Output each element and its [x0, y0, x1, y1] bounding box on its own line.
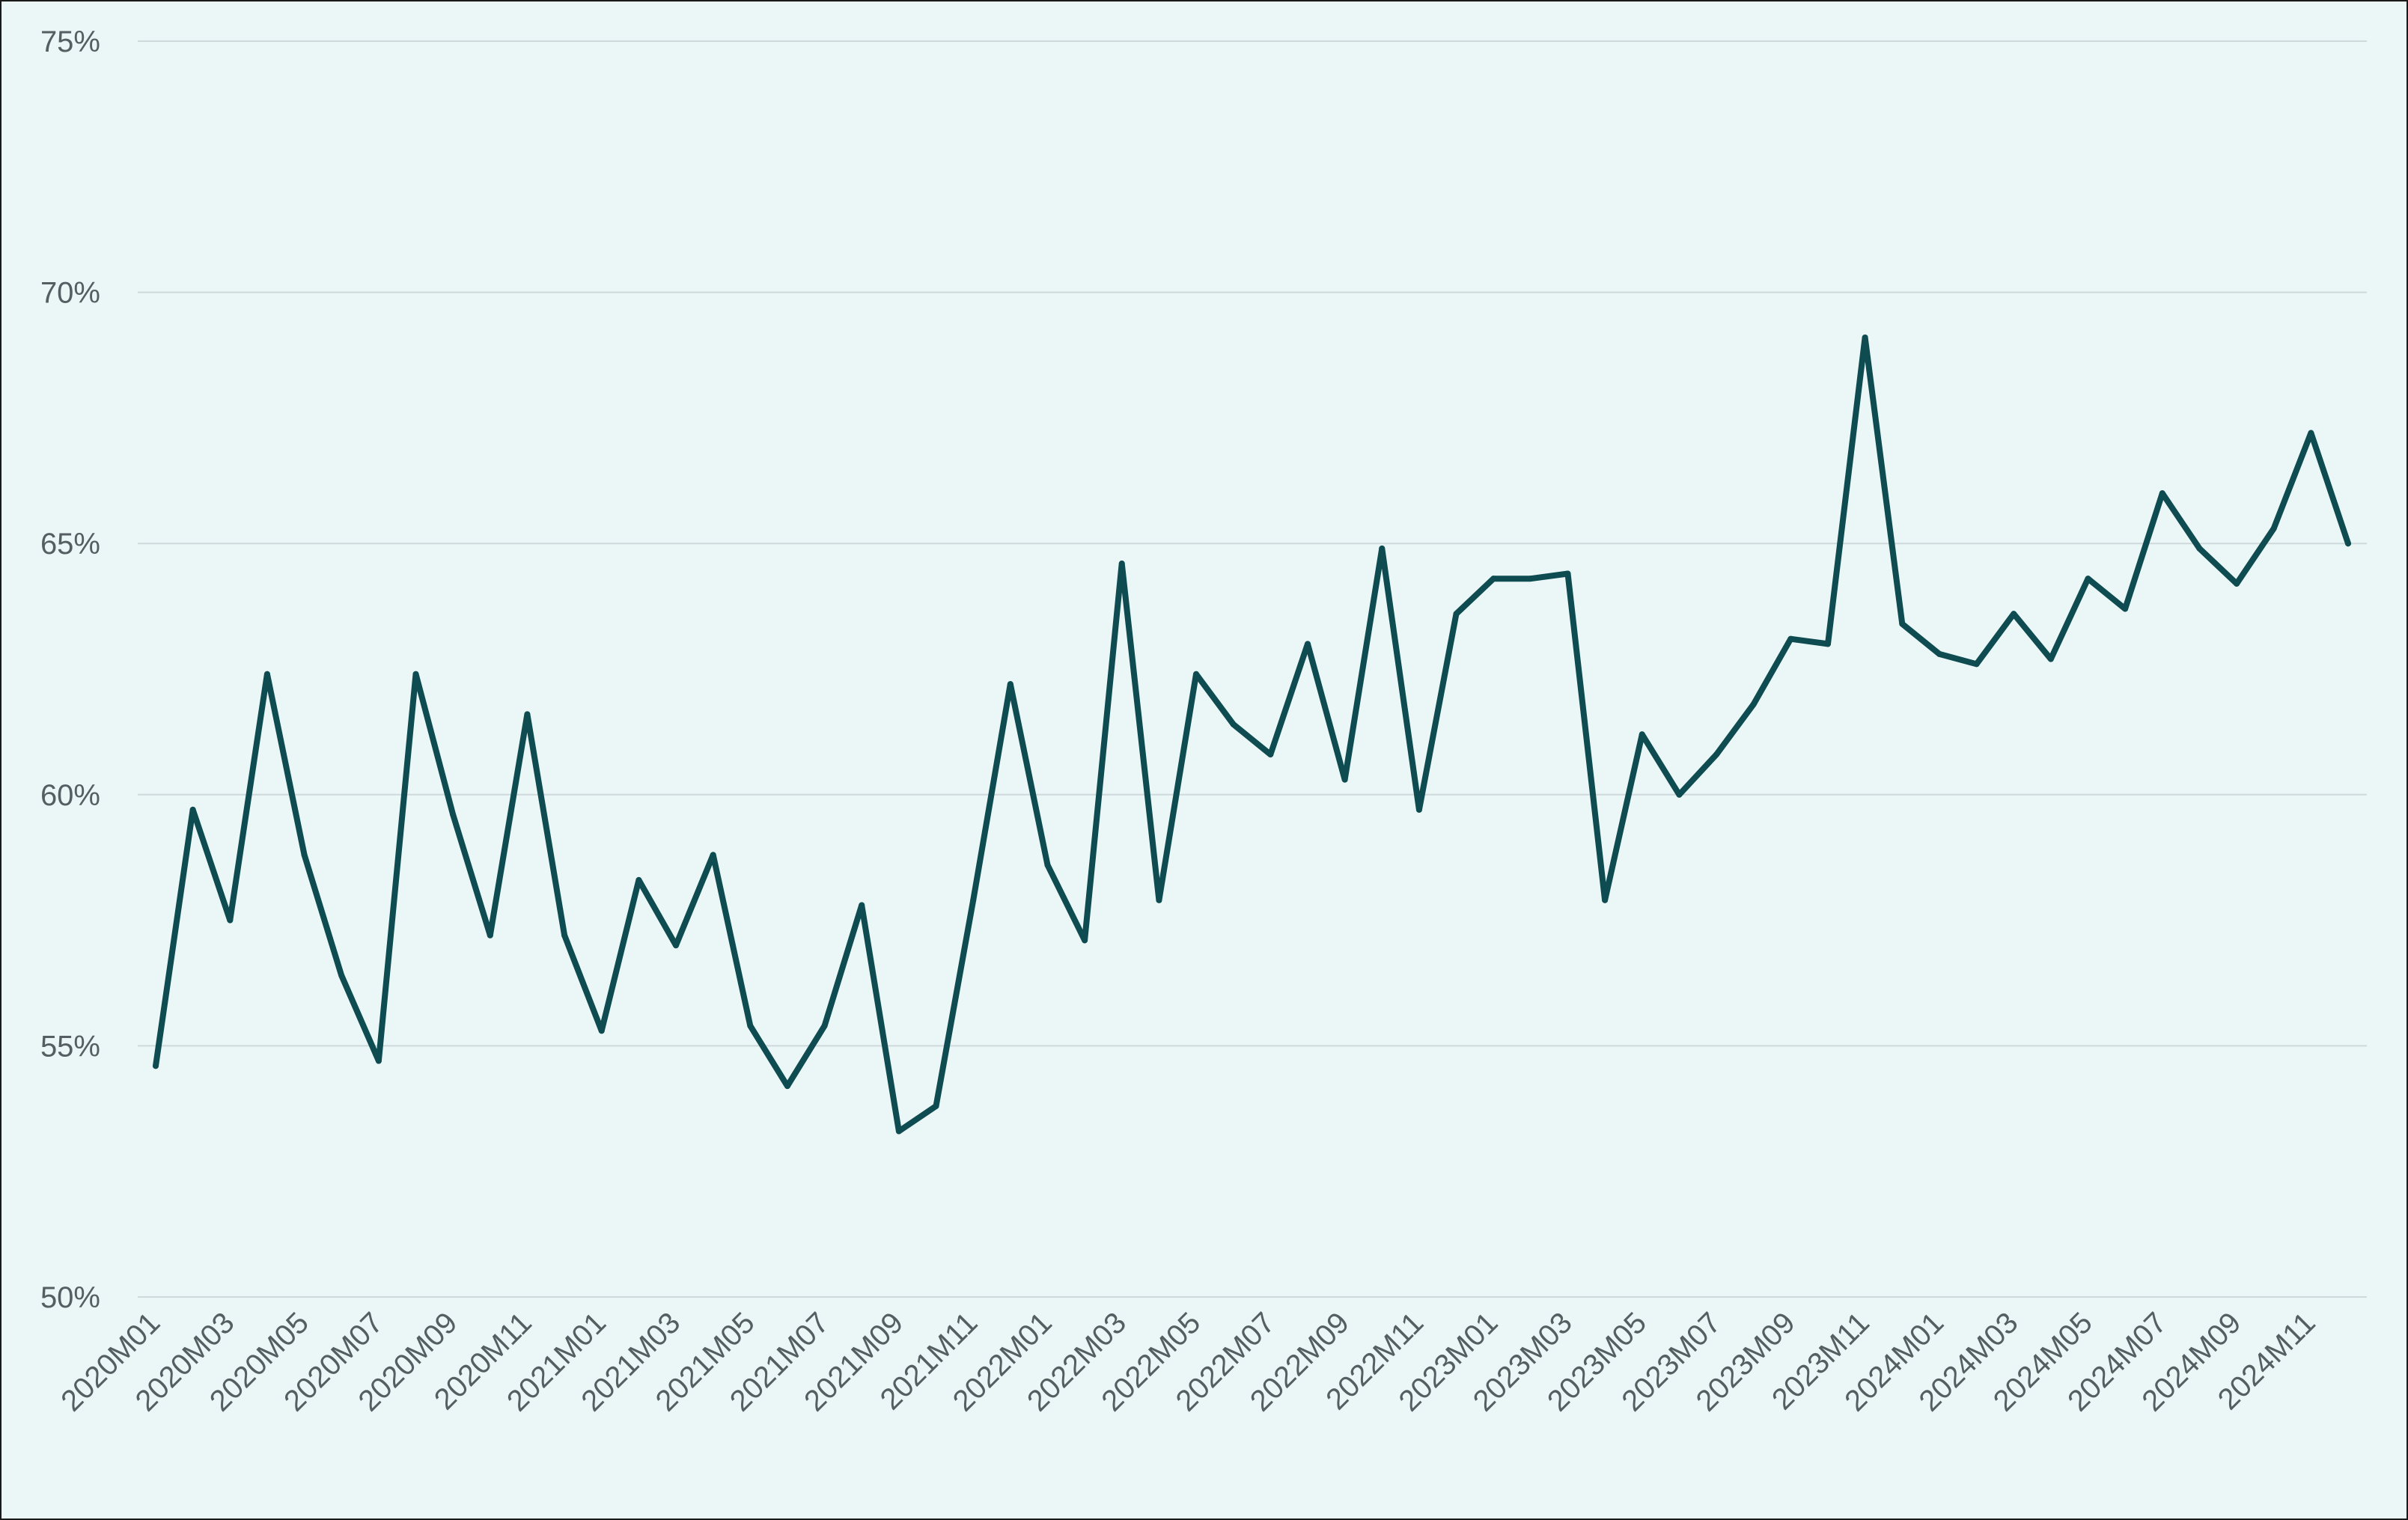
data-point — [1639, 731, 1645, 738]
data-point — [561, 932, 568, 938]
data-point — [1750, 701, 1757, 707]
data-point — [1193, 671, 1200, 677]
data-point — [895, 1128, 902, 1135]
data-point — [1676, 791, 1683, 798]
data-point — [1527, 576, 1534, 582]
y-tick-label: 65% — [40, 528, 100, 561]
data-point — [450, 811, 457, 818]
series-layer — [153, 335, 2351, 1135]
data-point — [2122, 605, 2129, 612]
data-point — [1118, 561, 1125, 567]
data-point — [1007, 681, 1014, 688]
data-point — [859, 902, 865, 909]
data-point — [189, 806, 196, 813]
data-point — [1862, 335, 1868, 341]
data-point — [1044, 861, 1051, 868]
data-point — [1564, 570, 1571, 577]
data-point — [1267, 751, 1274, 758]
data-point — [784, 1083, 790, 1090]
data-point — [1453, 611, 1460, 617]
data-point — [1899, 620, 1906, 627]
data-point — [263, 671, 270, 677]
data-point — [1156, 897, 1162, 903]
data-point — [1824, 641, 1831, 647]
data-point — [1973, 661, 1980, 668]
y-tick-label: 60% — [40, 779, 100, 812]
y-tick-label: 55% — [40, 1030, 100, 1063]
data-point — [487, 932, 493, 938]
data-point — [375, 1057, 382, 1064]
data-point — [1936, 650, 1942, 657]
data-point — [2196, 545, 2203, 552]
data-point — [338, 972, 345, 979]
data-point — [598, 1028, 605, 1034]
data-point — [524, 711, 531, 718]
y-tick-label: 70% — [40, 277, 100, 310]
gridlines — [138, 40, 2367, 1298]
data-point — [153, 1063, 159, 1069]
data-point — [673, 942, 680, 949]
data-point — [1230, 721, 1237, 727]
data-point — [2159, 490, 2165, 497]
data-point — [1379, 545, 1386, 552]
data-point — [2011, 611, 2017, 617]
data-point — [710, 852, 716, 858]
data-point — [933, 1102, 939, 1109]
data-point — [2270, 525, 2277, 532]
data-point — [2047, 656, 2054, 662]
data-point — [1490, 576, 1497, 582]
data-point — [301, 852, 308, 858]
data-point — [821, 1022, 828, 1029]
data-point — [1304, 641, 1311, 647]
data-point — [1787, 635, 1794, 642]
y-tick-label: 75% — [40, 25, 100, 58]
data-point — [747, 1022, 754, 1029]
data-point — [1082, 937, 1088, 944]
data-point — [1415, 806, 1422, 813]
y-axis-tick-labels: 50% 55% 60% 65% 70% 75% — [40, 25, 100, 1314]
data-point — [2085, 576, 2091, 582]
data-point — [2345, 540, 2351, 547]
series-line — [153, 335, 2351, 1135]
data-point — [1341, 776, 1348, 783]
data-point — [2234, 580, 2240, 587]
data-point — [2308, 430, 2314, 436]
x-axis-tick-labels: 2020M012020M032020M052020M072020M092020M… — [55, 1306, 2321, 1417]
data-point — [1602, 897, 1609, 903]
data-point — [635, 876, 642, 883]
data-point — [1713, 751, 1720, 758]
data-point — [412, 671, 419, 677]
y-tick-label: 50% — [40, 1281, 100, 1314]
data-point — [970, 897, 977, 903]
data-point — [227, 917, 234, 924]
